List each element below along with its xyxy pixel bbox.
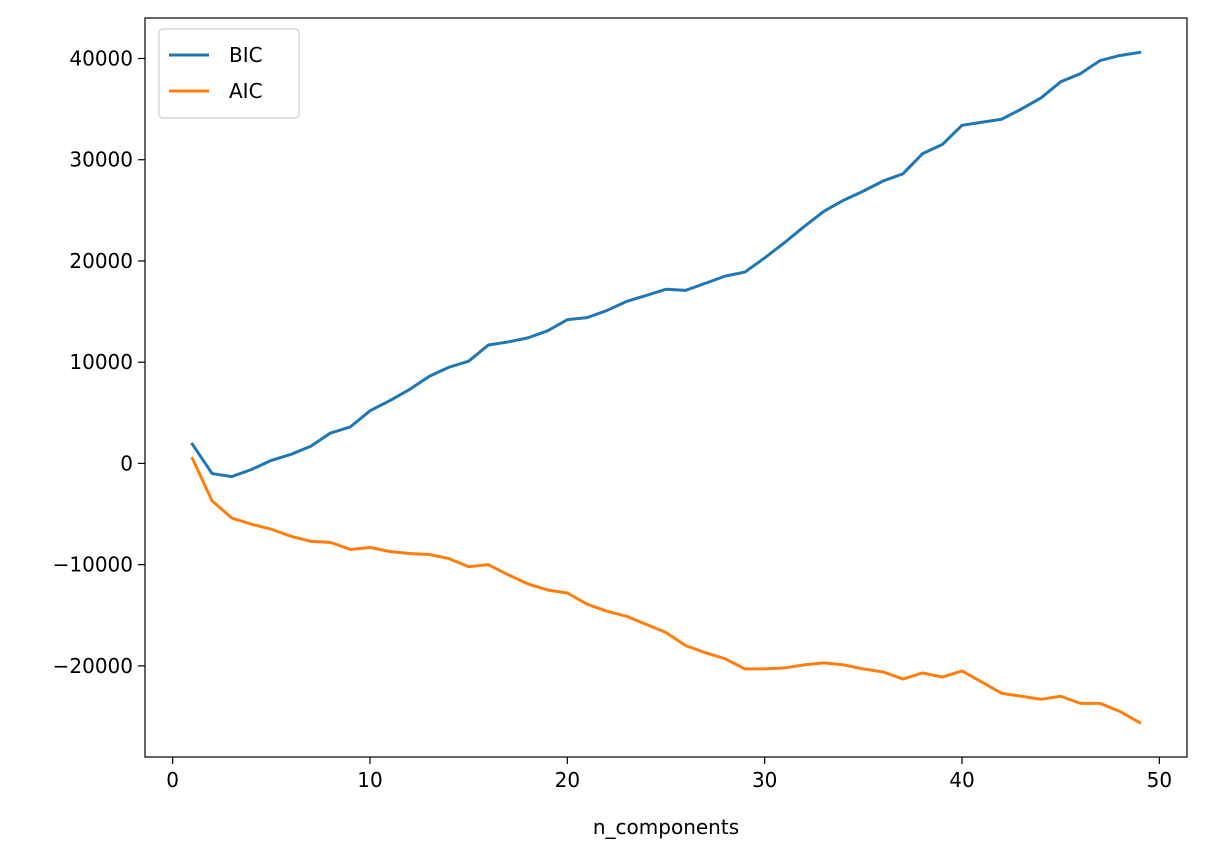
x-tick-label: 10	[357, 768, 382, 792]
x-tick-label: 0	[166, 768, 179, 792]
legend-label-bic: BIC	[229, 43, 263, 67]
x-tick-label: 40	[949, 768, 974, 792]
y-tick-label: 10000	[69, 350, 133, 374]
legend-box	[158, 28, 300, 119]
y-tick-label: 40000	[69, 46, 133, 70]
x-tick-label: 30	[752, 768, 777, 792]
y-tick-label: 0	[120, 451, 133, 475]
legend-label-aic: AIC	[229, 79, 263, 103]
y-tick-label: 20000	[69, 249, 133, 273]
series-line-bic	[190, 50, 1142, 479]
series-line-aic	[190, 456, 1142, 725]
y-axis-ticks: −20000 −10000 0 10000 20000 30000 40000	[53, 46, 145, 678]
x-tick-label: 50	[1147, 768, 1172, 792]
y-tick-label: −20000	[53, 654, 133, 678]
y-tick-label: 30000	[69, 148, 133, 172]
x-axis-ticks: 0 10 20 30 40 50	[166, 757, 1172, 792]
y-tick-label: −10000	[53, 553, 133, 577]
legend: BIC AIC	[158, 28, 300, 119]
plot-lines	[190, 50, 1142, 725]
x-axis-label: n_components	[593, 815, 739, 839]
x-tick-label: 20	[555, 768, 580, 792]
axes-frame	[144, 17, 1188, 758]
